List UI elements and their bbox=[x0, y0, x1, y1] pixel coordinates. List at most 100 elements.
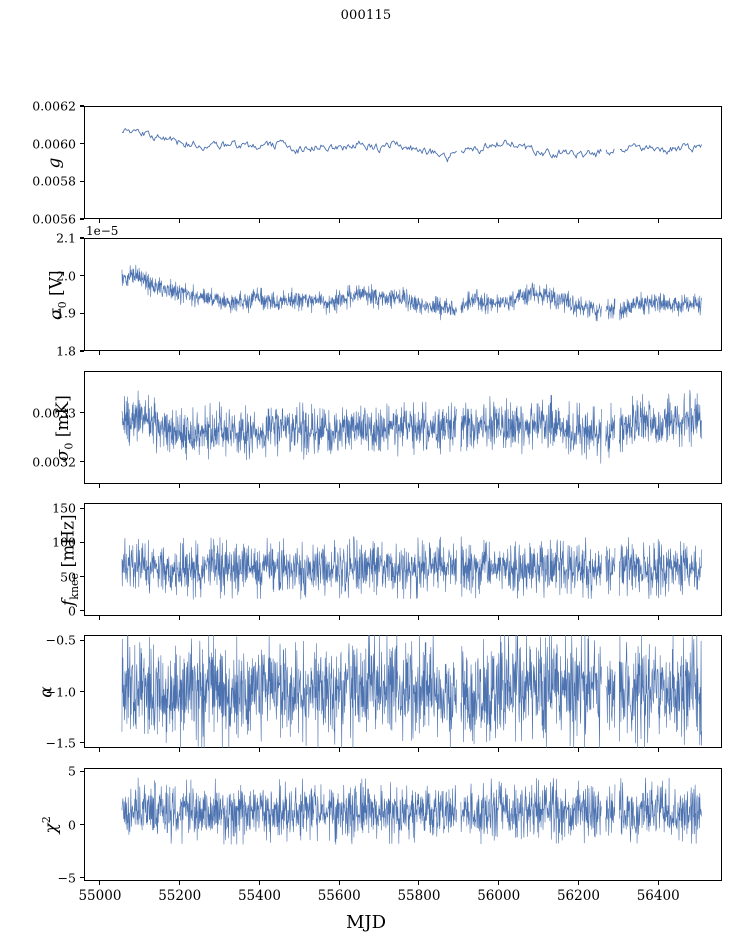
x-tick-label: 56000 bbox=[477, 888, 521, 904]
x-tick-mark bbox=[418, 748, 420, 752]
x-tick-label: 55000 bbox=[78, 888, 122, 904]
x-tick-mark bbox=[99, 616, 101, 620]
x-tick-label: 55600 bbox=[317, 888, 361, 904]
y-tick-mark bbox=[80, 218, 84, 220]
y-tick-label-f_knee: 100 bbox=[52, 534, 76, 550]
series-path bbox=[605, 784, 616, 836]
y-axis-label-alpha: α bbox=[36, 685, 57, 698]
y-tick-mark bbox=[80, 610, 84, 612]
y-tick-label-sigma0_V: 2.1 bbox=[56, 230, 76, 246]
x-tick-mark bbox=[577, 351, 579, 355]
x-tick-mark bbox=[99, 748, 101, 752]
y-tick-label-f_knee: 150 bbox=[52, 500, 76, 516]
x-tick-mark bbox=[498, 351, 500, 355]
x-tick-mark bbox=[498, 219, 500, 223]
x-tick-mark bbox=[338, 484, 340, 488]
y-tick-mark bbox=[80, 742, 84, 744]
x-tick-mark bbox=[179, 219, 181, 223]
y-axis-label-sigma0_V: σ0 [V] bbox=[46, 269, 69, 320]
x-tick-mark bbox=[498, 881, 500, 885]
series-path bbox=[618, 777, 703, 844]
x-tick-label: 55800 bbox=[397, 888, 441, 904]
panel-f_knee bbox=[84, 503, 722, 616]
y-tick-mark bbox=[80, 690, 84, 693]
y-tick-mark bbox=[80, 507, 84, 509]
y-tick-mark bbox=[80, 275, 84, 277]
y-tick-mark bbox=[80, 639, 84, 641]
x-tick-label: 56400 bbox=[636, 888, 680, 904]
x-tick-mark bbox=[179, 484, 181, 488]
x-tick-mark bbox=[258, 616, 260, 620]
series-path bbox=[605, 298, 616, 320]
x-axis-label: MJD bbox=[345, 912, 387, 933]
y-tick-label-alpha: −1.0 bbox=[45, 684, 76, 699]
x-tick-mark bbox=[418, 219, 420, 223]
figure-title: 000115 bbox=[340, 8, 392, 23]
x-tick-mark bbox=[258, 748, 260, 752]
y-tick-label-sigma0_V: 1.9 bbox=[56, 305, 76, 321]
x-tick-mark bbox=[657, 219, 659, 223]
y-tick-label-sigma0_V: 1.8 bbox=[56, 343, 76, 359]
series-alpha bbox=[121, 635, 703, 748]
x-tick-label: 56200 bbox=[556, 888, 600, 904]
y-tick-label-g: 0.0060 bbox=[32, 136, 76, 152]
x-tick-mark bbox=[418, 881, 420, 885]
x-tick-mark bbox=[577, 484, 579, 488]
y-tick-label-sigma0_V: 2.0 bbox=[56, 268, 76, 284]
y-tick-mark bbox=[80, 350, 84, 352]
x-tick-mark bbox=[99, 484, 101, 488]
series-path bbox=[605, 660, 616, 730]
series-path bbox=[121, 635, 457, 748]
panel-sigma0_mK bbox=[84, 371, 722, 484]
x-tick-mark bbox=[657, 881, 659, 885]
x-tick-label: 55200 bbox=[158, 888, 202, 904]
y-tick-label-sigma0_mK: 0.0033 bbox=[32, 405, 76, 421]
x-tick-mark bbox=[99, 219, 101, 223]
y-tick-mark bbox=[80, 770, 84, 772]
panel-alpha bbox=[84, 635, 722, 748]
x-tick-mark bbox=[179, 351, 181, 355]
x-tick-mark bbox=[498, 484, 500, 488]
series-path bbox=[460, 777, 602, 845]
series-chi2 bbox=[121, 777, 703, 845]
x-tick-mark bbox=[577, 748, 579, 752]
panel-frame-g bbox=[84, 106, 722, 219]
x-tick-mark bbox=[179, 748, 181, 752]
y-tick-label-f_knee: 50 bbox=[60, 569, 76, 585]
x-tick-mark bbox=[577, 881, 579, 885]
y-tick-mark bbox=[80, 312, 84, 314]
x-tick-mark bbox=[338, 616, 340, 620]
y-tick-mark bbox=[80, 237, 84, 239]
series-g bbox=[121, 128, 702, 163]
series-path bbox=[618, 537, 703, 599]
series-path bbox=[460, 536, 602, 599]
y-tick-label-alpha: −1.5 bbox=[45, 735, 76, 751]
y-tick-label-sigma0_mK: 0.0032 bbox=[32, 454, 76, 470]
y-tick-label-g: 0.0056 bbox=[32, 211, 76, 227]
y-tick-mark bbox=[80, 412, 84, 414]
y-axis-offset-text-sigma0_V: 1e−5 bbox=[86, 224, 119, 238]
x-tick-mark bbox=[338, 881, 340, 885]
y-tick-mark bbox=[80, 461, 84, 463]
y-axis-label-chi2: χ2 bbox=[39, 815, 61, 833]
x-tick-mark bbox=[498, 616, 500, 620]
panel-g bbox=[84, 106, 722, 219]
x-tick-mark bbox=[179, 616, 181, 620]
y-tick-mark bbox=[80, 180, 84, 182]
series-path bbox=[121, 128, 457, 163]
x-tick-mark bbox=[338, 351, 340, 355]
y-tick-mark bbox=[80, 105, 84, 107]
x-tick-mark bbox=[498, 748, 500, 752]
x-tick-mark bbox=[577, 219, 579, 223]
x-tick-mark bbox=[258, 219, 260, 223]
x-tick-mark bbox=[577, 616, 579, 620]
y-tick-mark bbox=[80, 877, 84, 879]
y-axis-label-f_knee: fknee [mHz] bbox=[58, 513, 82, 606]
x-tick-mark bbox=[179, 881, 181, 885]
series-sigma0_V bbox=[121, 264, 703, 322]
panel-chi2 bbox=[84, 768, 722, 881]
series-path bbox=[618, 389, 703, 453]
x-tick-mark bbox=[657, 748, 659, 752]
series-sigma0_mK bbox=[121, 389, 703, 464]
series-path bbox=[605, 402, 616, 458]
